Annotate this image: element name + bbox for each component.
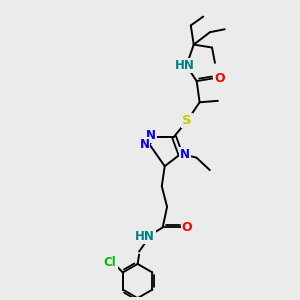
Text: Cl: Cl	[104, 256, 117, 269]
Text: N: N	[180, 148, 190, 161]
Text: N: N	[146, 129, 156, 142]
Text: O: O	[214, 72, 225, 85]
Text: HN: HN	[175, 59, 195, 72]
Text: O: O	[182, 221, 192, 234]
Text: N: N	[140, 138, 149, 151]
Text: HN: HN	[135, 230, 155, 243]
Text: S: S	[182, 114, 192, 127]
